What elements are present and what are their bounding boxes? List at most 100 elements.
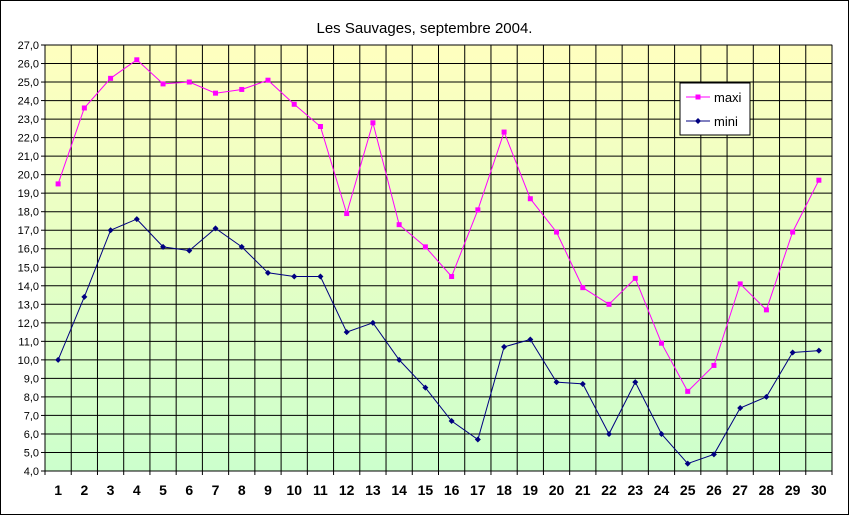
data-point-maxi (475, 207, 481, 213)
data-point-mini (474, 436, 481, 443)
data-point-maxi (344, 211, 350, 217)
x-tick-label: 18 (496, 482, 512, 498)
data-point-mini (238, 243, 245, 250)
data-point-mini (212, 225, 219, 232)
y-tick-label: 27,0 (18, 40, 39, 52)
data-point-mini (55, 356, 62, 363)
data-point-maxi (711, 362, 717, 368)
data-point-maxi (790, 229, 796, 235)
x-tick-label: 28 (759, 482, 775, 498)
y-tick-label: 6,0 (24, 429, 39, 441)
legend-marker-maxi (695, 94, 701, 100)
data-point-mini (317, 273, 324, 280)
data-point-maxi (816, 177, 822, 183)
y-tick-label: 21,0 (18, 151, 39, 163)
x-tick-label: 14 (391, 482, 407, 498)
legend-marker-mini (695, 118, 701, 124)
legend: maxi mini (679, 82, 751, 136)
x-tick-label: 29 (785, 482, 801, 498)
y-tick-label: 4,0 (24, 466, 39, 478)
data-point-maxi (291, 101, 297, 107)
x-tick-label: 11 (313, 482, 328, 498)
data-point-mini (396, 356, 403, 363)
data-point-mini (684, 460, 691, 467)
y-tick-label: 20,0 (18, 170, 39, 182)
data-point-maxi (606, 301, 612, 307)
x-tick-label: 25 (680, 482, 696, 498)
data-point-mini (422, 384, 429, 391)
data-point-maxi (737, 281, 743, 287)
data-point-mini (579, 380, 586, 387)
data-point-maxi (160, 81, 166, 87)
data-point-mini (763, 393, 770, 400)
data-point-mini (81, 293, 88, 300)
legend-label-maxi: maxi (714, 90, 742, 105)
x-tick-label: 21 (575, 482, 591, 498)
y-tick-label: 17,0 (18, 225, 39, 237)
data-point-mini (606, 430, 613, 437)
data-point-maxi (763, 307, 769, 313)
y-tick-label: 26,0 (18, 59, 39, 71)
data-point-mini (343, 329, 350, 336)
data-point-mini (658, 430, 665, 437)
y-tick-label: 9,0 (24, 373, 39, 385)
data-point-maxi (527, 196, 533, 202)
series-group (55, 57, 822, 467)
x-tick-label: 16 (444, 482, 460, 498)
legend-box (679, 82, 751, 136)
data-point-maxi (422, 244, 428, 250)
data-point-mini (448, 417, 455, 424)
data-point-mini (186, 247, 193, 254)
y-tick-label: 19,0 (18, 188, 39, 200)
y-tick-label: 15,0 (18, 262, 39, 274)
chart-title: Les Sauvages, septembre 2004. (316, 20, 533, 37)
x-tick-label: 24 (654, 482, 670, 498)
data-point-mini (632, 379, 639, 386)
data-point-maxi (186, 79, 192, 85)
y-tick-label: 18,0 (18, 207, 39, 219)
x-tick-label: 10 (286, 482, 302, 498)
y-tick-label: 16,0 (18, 244, 39, 256)
x-tick-label: 1 (54, 482, 62, 498)
x-tick-label: 26 (706, 482, 722, 498)
data-point-mini (553, 379, 560, 386)
y-tick-label: 22,0 (18, 133, 39, 145)
y-tick-label: 24,0 (18, 96, 39, 108)
data-point-mini (737, 405, 744, 412)
x-tick-label: 19 (523, 482, 539, 498)
data-point-mini (369, 319, 376, 326)
y-tick-label: 25,0 (18, 77, 39, 89)
data-point-mini (264, 269, 271, 276)
data-point-maxi (317, 123, 323, 129)
x-tick-label: 6 (185, 482, 193, 498)
data-point-maxi (396, 222, 402, 228)
y-tick-label: 10,0 (18, 355, 39, 367)
data-point-maxi (55, 181, 61, 187)
data-point-mini (815, 347, 822, 354)
y-tick-label: 8,0 (24, 392, 39, 404)
data-point-maxi (580, 285, 586, 291)
axes: 4,05,06,07,08,09,010,011,012,013,014,015… (18, 40, 833, 498)
data-point-mini (527, 336, 534, 343)
data-point-mini (107, 227, 114, 234)
series-line-maxi (57, 59, 820, 393)
x-tick-label: 13 (365, 482, 381, 498)
data-point-maxi (213, 90, 219, 96)
x-tick-label: 20 (549, 482, 565, 498)
x-tick-label: 17 (470, 482, 486, 498)
y-tick-label: 13,0 (18, 299, 39, 311)
y-tick-label: 5,0 (24, 447, 39, 459)
data-point-mini (291, 273, 298, 280)
x-tick-label: 5 (159, 482, 167, 498)
data-point-mini (710, 451, 717, 458)
data-point-mini (160, 243, 167, 250)
data-point-maxi (134, 57, 140, 63)
y-tick-label: 14,0 (18, 281, 39, 293)
data-point-mini (133, 216, 140, 223)
data-point-maxi (658, 340, 664, 346)
data-point-maxi (370, 120, 376, 126)
data-point-maxi (81, 105, 87, 111)
x-tick-label: 30 (811, 482, 827, 498)
y-tick-label: 11,0 (18, 336, 39, 348)
